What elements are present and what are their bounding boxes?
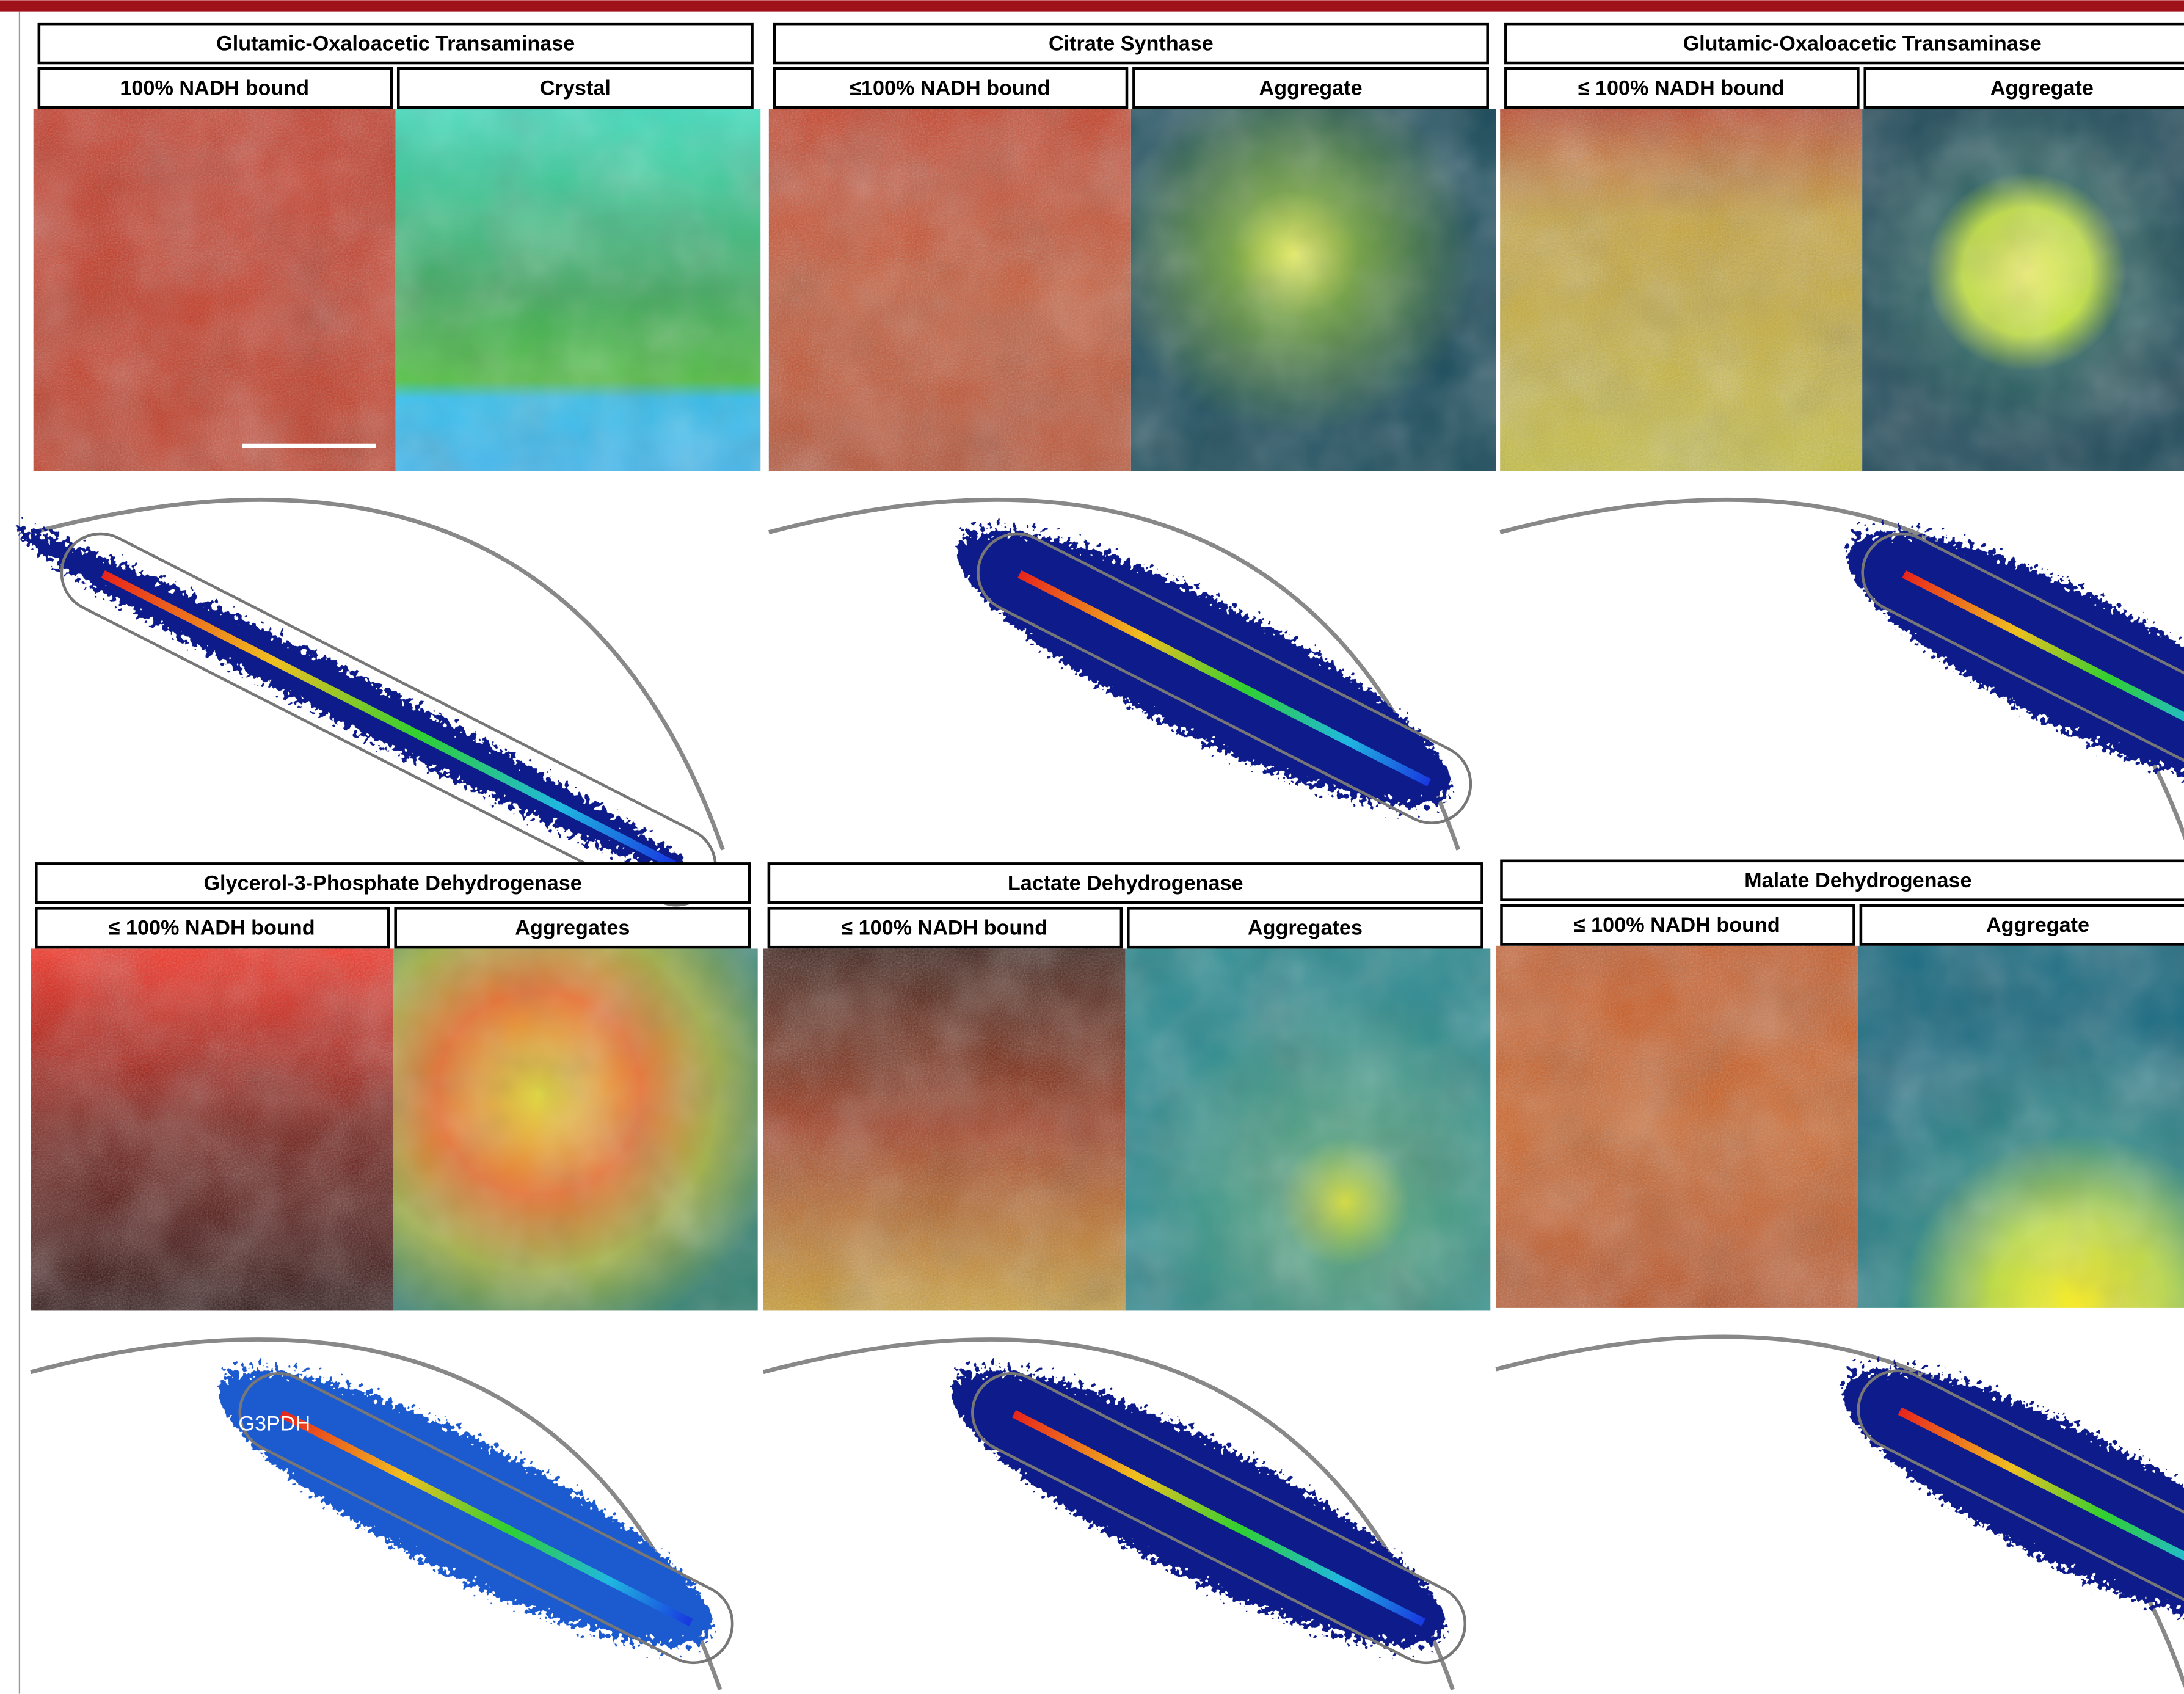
panel-title: Glycerol-3-Phosphate Dehydrogenase (203, 872, 581, 895)
left-label: 100% NADH bound (120, 76, 309, 100)
image-texture (1126, 948, 1491, 1310)
panel: Citrate Synthase ≤100% NADH bound Aggregat… (769, 24, 1497, 861)
plot-label: G3PDH (238, 1412, 310, 1435)
page: {"panels": [ {"title": "Glutamic-Oxaloac… (0, 0, 2184, 1694)
phasor-cloud (1818, 486, 2184, 842)
image-noise (1496, 946, 1858, 1308)
image-texture (396, 109, 761, 471)
left-label: ≤ 100% NADH bound (1578, 76, 1785, 100)
right-label: Aggregates (1248, 917, 1363, 940)
universal-circle (34, 500, 723, 849)
trajectory (101, 570, 676, 868)
phasor-cloud (928, 483, 1497, 861)
image-texture (1131, 109, 1496, 471)
phasor-cloud (189, 1323, 759, 1694)
image-noise (763, 948, 1126, 1310)
image-texture (393, 948, 758, 1310)
panel: Glycerol-3-Phosphate Dehydrogenase ≤ 100%… (31, 863, 759, 1694)
panel: Glutamic-Oxaloacetic Transaminase ≤ 100% … (1500, 24, 2184, 849)
left-label: ≤ 100% NADH bound (841, 917, 1047, 940)
figure: Glutamic-Oxaloacetic Transaminase 100% NA… (0, 0, 2184, 1694)
right-label: Aggregate (1986, 914, 2089, 937)
phasor-cloud (1814, 1323, 2184, 1679)
right-label: Crystal (540, 76, 611, 100)
right-label: Aggregate (1259, 76, 1363, 100)
image-noise (31, 948, 393, 1310)
left-label: ≤ 100% NADH bound (109, 917, 315, 940)
top-bar (0, 0, 2184, 11)
panel-title: Malate Dehydrogenase (1744, 869, 1971, 892)
right-label: Aggregate (1990, 76, 2094, 100)
panel: Glutamic-Oxaloacetic Transaminase 100% NA… (0, 24, 760, 918)
phasor-cloud (922, 1323, 1491, 1694)
phasor-cloud (0, 496, 729, 919)
left-label: ≤100% NADH bound (850, 76, 1050, 100)
left-label: ≤ 100% NADH bound (1574, 914, 1780, 937)
panel-title: Citrate Synthase (1049, 32, 1214, 55)
panel: Lactate Dehydrogenase ≤ 100% NADH bound Ag… (763, 863, 1491, 1694)
image-texture (1858, 946, 2184, 1308)
image-noise (769, 109, 1131, 471)
panel-title: Glutamic-Oxaloacetic Transaminase (1683, 32, 2042, 55)
cloud (1818, 486, 2184, 833)
right-label: Aggregates (515, 917, 630, 940)
panel-title: Lactate Dehydrogenase (1008, 872, 1243, 895)
image-texture (1862, 109, 2184, 471)
image-noise (1500, 109, 1862, 471)
image-noise (34, 109, 396, 471)
panel-title: Glutamic-Oxaloacetic Transaminase (216, 32, 575, 55)
cloud (1814, 1323, 2184, 1670)
panel: Malate Dehydrogenase ≤ 100% NADH bound Agg… (1496, 861, 2184, 1687)
